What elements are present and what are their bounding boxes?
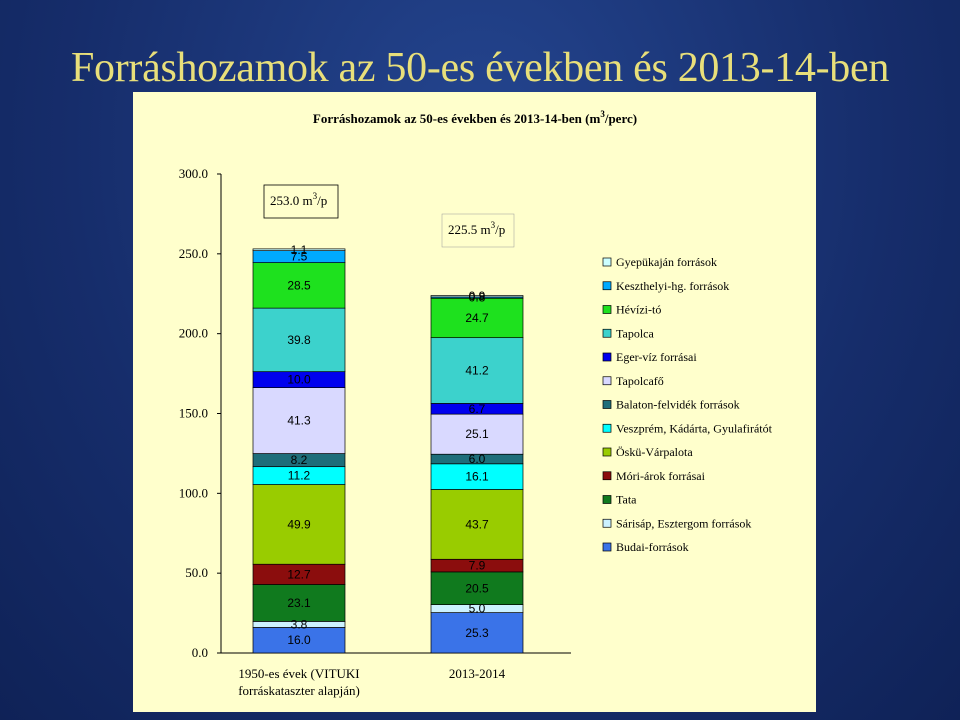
bar-segment: [430, 295, 524, 298]
legend-swatch: [602, 257, 612, 267]
legend-item-label: Sárisáp, Esztergom források: [616, 516, 751, 530]
slide-title: Forráshozamok az 50-es években és 2013-1…: [70, 45, 890, 91]
bar-value-label: 41.2: [465, 364, 489, 378]
bar-value-label: 6.0: [469, 452, 486, 466]
y-tick-label: 0.0: [192, 645, 208, 660]
legend-item-label: Keszthelyi-hg. források: [616, 279, 729, 293]
y-tick-label: 100.0: [179, 485, 208, 500]
bar-segment: [430, 612, 524, 654]
bar-segment: [252, 248, 346, 251]
legend-item-label: Öskü-Várpalota: [616, 445, 693, 459]
bar-value-label: 24.7: [465, 311, 489, 325]
bar-value-label: 39.8: [287, 333, 311, 347]
total-callout-label: 225.5 m3/p: [448, 220, 505, 237]
bar-segment: [252, 627, 346, 654]
y-tick-label: 200.0: [179, 326, 208, 341]
total-callout-box: [441, 213, 515, 248]
legend-swatch: [602, 423, 612, 433]
bar-value-label: 8.2: [291, 453, 308, 467]
legend-item-label: Balaton-felvidék források: [616, 398, 740, 412]
bar-value-label: 5.0: [469, 602, 486, 616]
legend-item-label: Gyepükaján források: [616, 255, 717, 269]
bar-segment: [430, 297, 524, 339]
legend-swatch: [602, 305, 612, 314]
bar-value-label: 49.9: [287, 517, 311, 531]
bar-segment: [252, 484, 346, 565]
legend-swatch: [602, 471, 612, 481]
legend-item-label: Veszprém, Kádárta, Gyulafirátót: [616, 421, 773, 435]
bar-value-label: 16.0: [287, 633, 311, 647]
y-tick-label: 50.0: [185, 565, 208, 580]
legend-swatch: [602, 352, 612, 362]
bar-value-label: 7.5: [291, 250, 308, 264]
legend-item-label: Móri-árok forrásai: [616, 469, 706, 483]
bar-value-label: 7.9: [469, 559, 486, 573]
chart-title: Forráshozamok az 50-es években és 2013-1…: [313, 109, 637, 126]
stacked-bar-chart: Forráshozamok az 50-es években és 2013-1…: [179, 109, 773, 698]
bar-segment: [430, 463, 524, 490]
legend-swatch: [602, 376, 612, 386]
legend-item-label: Budai-források: [616, 540, 689, 554]
bar-value-label: 0.8: [469, 291, 486, 305]
bar-value-label: 12.7: [287, 567, 311, 581]
category-label: 2013-2014: [449, 666, 506, 681]
bar-value-label: 43.7: [465, 517, 489, 531]
legend-item-label: Tapolca: [616, 326, 654, 340]
y-tick-label: 150.0: [179, 406, 208, 421]
legend-item-label: Tapolcafő: [616, 374, 664, 388]
legend-swatch: [602, 400, 612, 409]
bar-value-label: 25.3: [465, 626, 489, 640]
total-callout-box: [263, 184, 339, 219]
bar-value-label: 3.8: [291, 617, 308, 631]
legend-swatch: [602, 281, 612, 291]
category-label: forráskataszter alapján): [238, 683, 360, 698]
bar-segment: [430, 489, 524, 560]
bar-value-label: 11.2: [288, 469, 311, 483]
legend-item-label: Hévízi-tó: [616, 303, 661, 317]
bar-value-label: 6.7: [469, 402, 486, 416]
legend-swatch: [602, 542, 612, 552]
bar-value-label: 23.1: [287, 596, 311, 610]
legend-swatch: [602, 518, 612, 528]
y-tick-label: 250.0: [179, 246, 208, 261]
bar-segment: [252, 584, 346, 622]
legend-swatch: [602, 495, 612, 504]
legend-item-label: Eger-víz forrásai: [616, 350, 697, 364]
bar-segment: [252, 262, 346, 309]
bar-value-label: 10.0: [287, 373, 311, 387]
bar-value-label: 25.1: [465, 427, 489, 441]
total-callout-label: 253.0 m3/p: [270, 191, 327, 208]
bar-segment: [430, 413, 524, 455]
chart-panel: Forráshozamok az 50-es években és 2013-1…: [133, 92, 816, 712]
bar-value-label: 20.5: [465, 581, 489, 595]
bar-segment: [430, 571, 524, 605]
bar-value-label: 0.9: [469, 289, 486, 303]
bar-value-label: 28.5: [287, 278, 311, 292]
bar-value-label: 1.1: [291, 243, 308, 257]
bar-segment: [430, 337, 524, 404]
legend-swatch: [602, 447, 612, 457]
bar-value-label: 41.3: [287, 414, 311, 428]
category-label: 1950-es évek (VITUKI: [238, 666, 359, 681]
y-tick-label: 300.0: [179, 166, 208, 181]
bar-value-label: 16.1: [465, 470, 489, 484]
legend-item-label: Tata: [616, 493, 637, 507]
bar-segment: [252, 307, 346, 373]
legend-swatch: [602, 328, 612, 338]
